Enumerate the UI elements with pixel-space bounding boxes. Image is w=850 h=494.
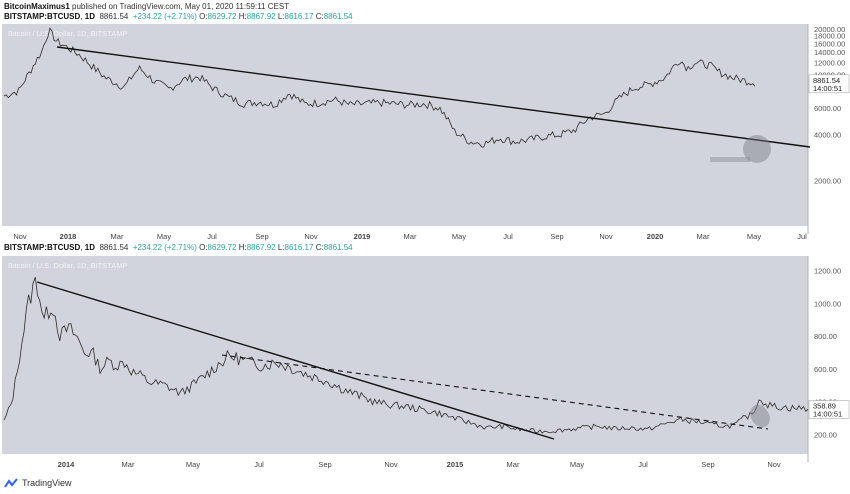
x-tick-label: Mar (111, 232, 124, 241)
dashed-trendline (221, 354, 769, 430)
symbol-line-bottom: BITSTAMP:BTCUSD, 1D 8861.54 +234.22 (+2.… (4, 243, 353, 252)
open-value: 8629.72 (207, 243, 237, 252)
price-change: +234.22 (+2.71%) (132, 243, 197, 252)
y-tick-label: 6000.00 (814, 104, 841, 113)
x-tick-label: 2014 (58, 460, 76, 469)
x-tick-label: May (452, 232, 466, 241)
y-tick-label: 18000.00 (814, 32, 845, 41)
x-tick-label: 2020 (647, 232, 664, 241)
y-tick-label: 2000.00 (814, 176, 841, 185)
tradingview-logo-icon (4, 478, 18, 488)
publish-info: published on TradingView.com, May 01, 20… (72, 2, 290, 11)
low-value: 8616.17 (284, 243, 314, 252)
current-price-box (808, 74, 850, 94)
open-label: O: (199, 243, 208, 252)
y-tick-label: 1000.00 (814, 299, 841, 308)
x-tick-label: May (186, 460, 200, 469)
ticker: BITSTAMP:BTCUSD (4, 12, 81, 21)
breakout-circle (750, 404, 770, 428)
y-tick-label: 4000.00 (814, 131, 841, 140)
price-change: +234.22 (+2.71%) (132, 12, 197, 21)
brand-label: TradingView (22, 478, 72, 488)
x-tick-label: 2015 (447, 460, 464, 469)
y-tick-label: 12000.00 (814, 58, 845, 67)
chart-legend: Bitcoin / U.S. Dollar, 1D, BITSTAMP (8, 29, 127, 38)
author-name[interactable]: BitcoinMaximus1 (4, 2, 70, 11)
x-tick-label: Nov (599, 232, 613, 241)
btc-chart-2018-2020[interactable]: Bitcoin / U.S. Dollar, 1D, BITSTAMP 2000.… (0, 22, 850, 242)
chart-legend: Bitcoin / U.S. Dollar, 1D, BITSTAMP (8, 261, 127, 270)
y-tick-label: 800.00 (814, 332, 837, 341)
resistance-trendline (56, 46, 811, 148)
open-label: O: (199, 12, 208, 21)
ticker: BITSTAMP:BTCUSD (4, 243, 81, 252)
x-tick-label: Mar (697, 232, 710, 241)
x-tick-label: Nov (767, 460, 781, 469)
open-value: 8629.72 (207, 12, 237, 21)
y-tick-label: 200.00 (814, 430, 837, 439)
countdown-label: 14:00:51 (813, 410, 842, 419)
high-label: H: (238, 12, 247, 21)
close-value: 8861.54 (323, 12, 353, 21)
low-value: 8616.17 (284, 12, 314, 21)
high-value: 8867.92 (246, 12, 276, 21)
x-tick-label: May (570, 460, 584, 469)
close-label: C: (315, 243, 324, 252)
y-tick-label: 16000.00 (814, 39, 845, 48)
interval: 1D (84, 12, 95, 21)
breakout-circle (743, 135, 771, 163)
x-tick-label: Sep (550, 232, 563, 241)
x-tick-label: May (747, 232, 761, 241)
x-tick-label: Nov (384, 460, 398, 469)
x-tick-label: Mar (122, 460, 135, 469)
tradingview-footer: TradingView (4, 478, 72, 488)
x-tick-label: Sep (701, 460, 714, 469)
current-price-box (808, 400, 850, 419)
interval: 1D (84, 243, 95, 252)
low-label: L: (277, 12, 285, 21)
y-tick-label: 20000.00 (814, 25, 845, 34)
high-label: H: (238, 243, 247, 252)
price-series-line (3, 27, 756, 148)
symbol-line-top: BITSTAMP:BTCUSD, 1D 8861.54 +234.22 (+2.… (4, 12, 353, 21)
close-label: C: (315, 12, 324, 21)
last-price: 8861.54 (99, 243, 129, 252)
current-price-label: 358.89 (813, 402, 836, 411)
price-series-line (3, 277, 809, 434)
x-tick-label: 2019 (354, 232, 371, 241)
x-tick-label: Jul (797, 232, 807, 241)
btc-chart-2014-2015[interactable]: Bitcoin / U.S. Dollar, 1D, BITSTAMP 200.0… (0, 254, 850, 476)
x-tick-label: Jul (207, 232, 217, 241)
y-tick-label: 1200.00 (814, 267, 841, 276)
y-tick-label: 14000.00 (814, 48, 845, 57)
x-tick-label: 2018 (60, 232, 77, 241)
countdown-label: 14:00:51 (813, 84, 842, 93)
close-value: 8861.54 (323, 243, 353, 252)
y-tick-label: 600.00 (814, 365, 837, 374)
x-tick-label: Sep (255, 232, 268, 241)
plot-area (2, 24, 808, 226)
x-tick-label: Nov (304, 232, 318, 241)
plot-area (2, 256, 808, 454)
last-price: 8861.54 (99, 12, 129, 21)
descending-trendline (36, 281, 555, 440)
x-tick-label: Mar (404, 232, 417, 241)
range-box (710, 157, 750, 162)
x-tick-label: Sep (318, 460, 331, 469)
low-label: L: (277, 243, 285, 252)
high-value: 8867.92 (246, 243, 276, 252)
x-tick-label: Mar (507, 460, 520, 469)
x-tick-label: Jul (254, 460, 264, 469)
x-tick-label: Nov (13, 232, 27, 241)
x-tick-label: May (157, 232, 171, 241)
x-tick-label: Jul (638, 460, 648, 469)
x-tick-label: Jul (503, 232, 513, 241)
current-price-label: 8861.54 (813, 76, 840, 85)
publisher-line: BitcoinMaximus1 published on TradingView… (4, 2, 289, 11)
